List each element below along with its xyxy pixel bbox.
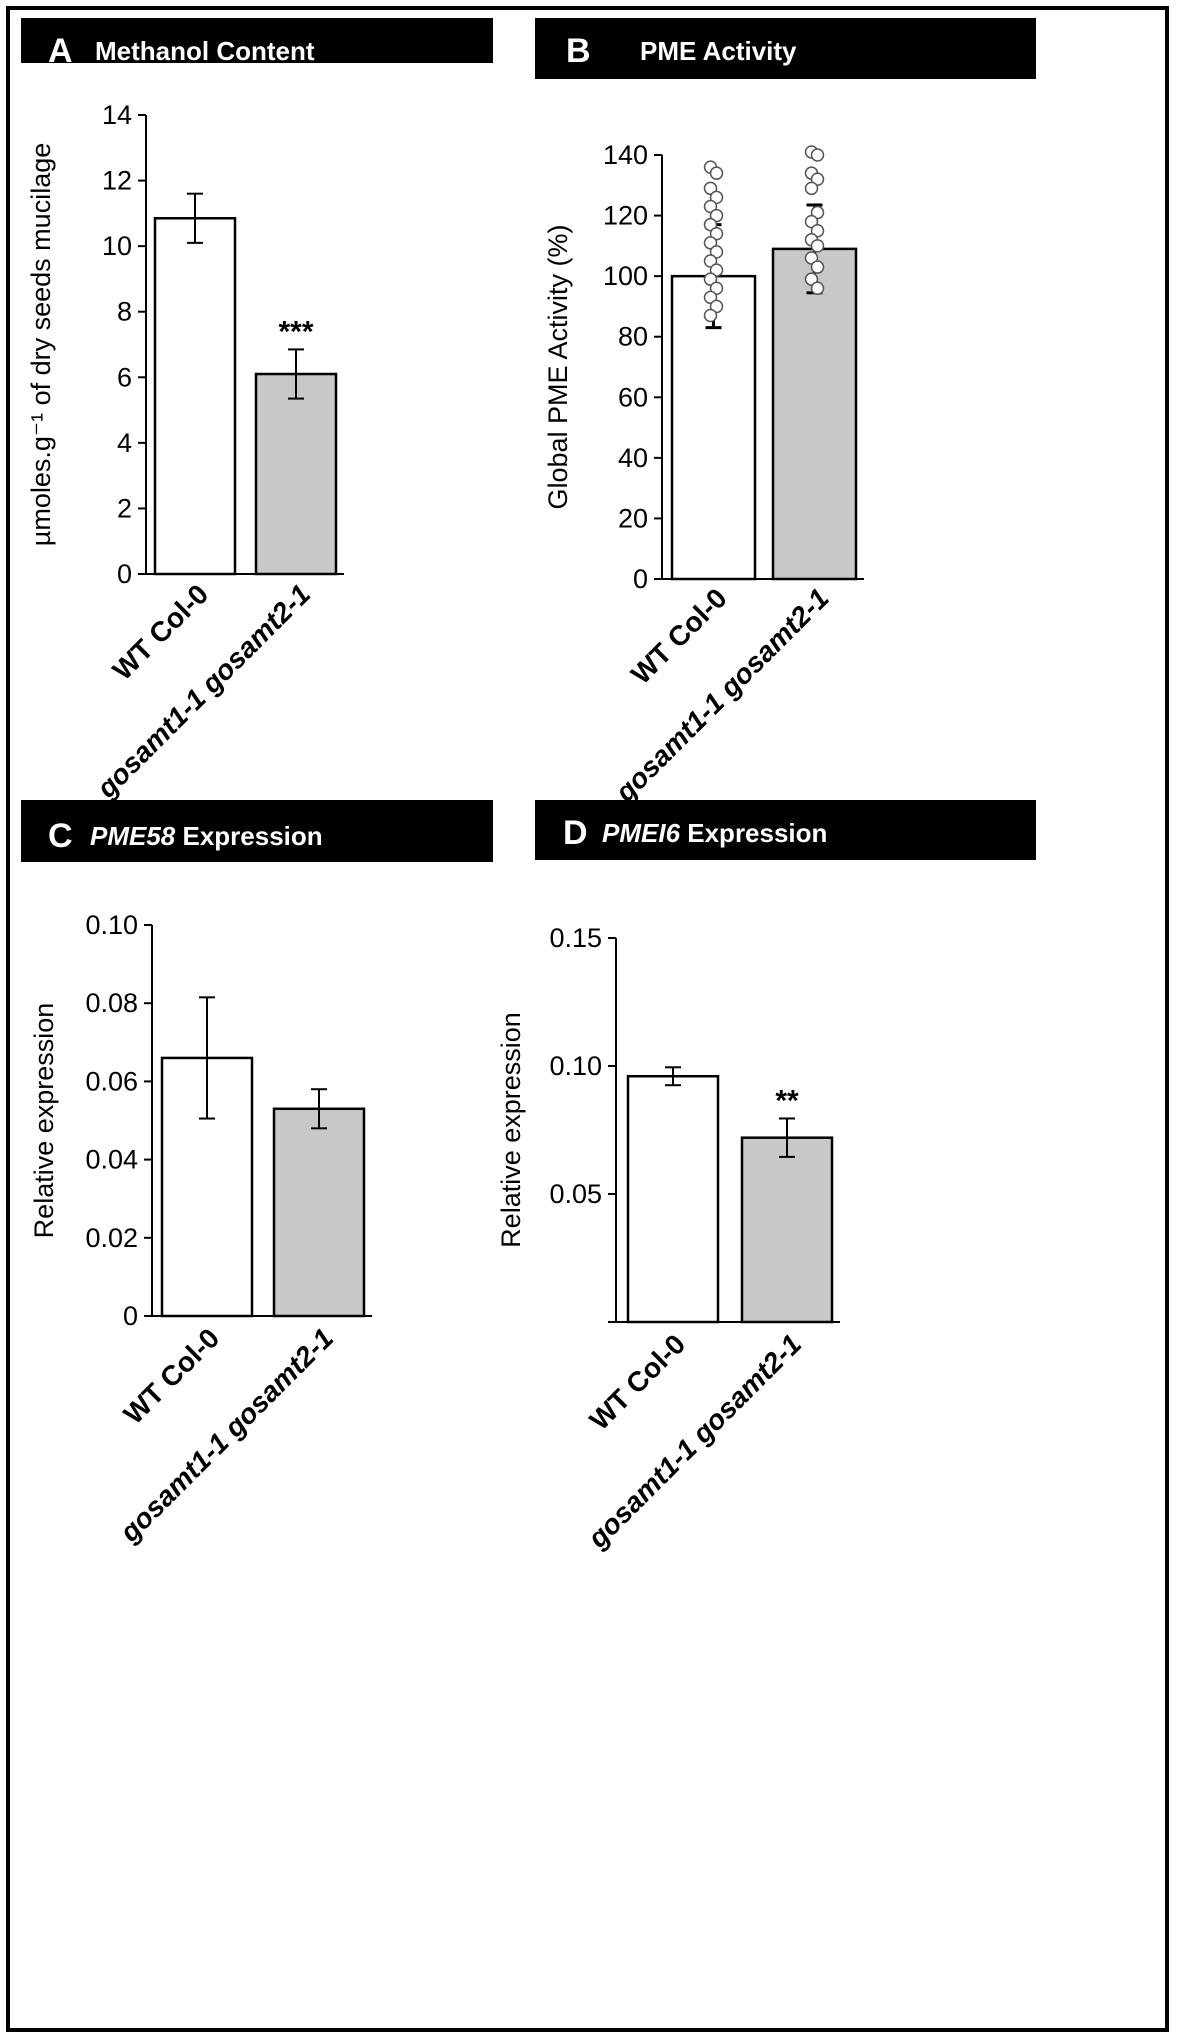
- chart-panel-d: D PMEI6 Expression 0.05 0.10 0.15 Relative ex…: [496, 800, 1036, 1555]
- y-tick-label: 0.04: [85, 1145, 138, 1175]
- y-tick-label: 140: [603, 140, 648, 170]
- y-tick-label: 2: [117, 493, 132, 523]
- y-tick-label: 10: [102, 231, 132, 261]
- data-point: [810, 260, 825, 274]
- chart-panel-c: C PME58 Expression 0 0.02 0.04 0.06 0.08 0.10 Re…: [21, 800, 493, 1549]
- y-tick-label: 14: [102, 100, 132, 130]
- chart-panel-b: B PME Activity 0 20 40 60 80 100 120 140 Global PM…: [535, 18, 1036, 809]
- y-axis-label: Global PME Activity (%): [543, 224, 573, 509]
- y-tick-label: 8: [117, 297, 132, 327]
- data-point: [810, 148, 825, 162]
- bar-mutant: [272, 1107, 366, 1318]
- figure-frame: [6, 6, 1169, 2032]
- panel-title-gene: PME58: [90, 821, 176, 851]
- data-point: [709, 166, 724, 180]
- panel-title: PMEI6 Expression: [602, 818, 827, 848]
- y-tick-label: 20: [618, 503, 648, 533]
- panel-letter: D: [563, 814, 588, 852]
- y-tick-label: 0.05: [549, 1179, 602, 1209]
- panel-title: PME58 Expression: [90, 821, 323, 851]
- panel-header: [535, 800, 1036, 860]
- panel-header: [21, 800, 493, 862]
- y-tick-label: 6: [117, 362, 132, 392]
- data-point: [810, 239, 825, 253]
- bar-wt: [626, 1074, 720, 1324]
- panel-title-text: Expression: [680, 818, 827, 848]
- panel-header: [535, 18, 1036, 79]
- category-label: gosamt1-1 gosamt2-1: [113, 1322, 339, 1548]
- panel-letter: A: [48, 32, 73, 70]
- category-label: WT Col-0: [118, 1322, 226, 1430]
- significance-marker: **: [775, 1084, 799, 1117]
- category-label: WT Col-0: [584, 1328, 692, 1436]
- y-axis-label: Relative expression: [29, 1003, 59, 1239]
- y-axis-label: µmoles.g⁻¹ of dry seeds mucilage: [26, 143, 56, 546]
- panel-letter: B: [566, 32, 591, 70]
- panel-letter: C: [48, 817, 73, 855]
- y-tick-label: 0.10: [85, 910, 138, 940]
- category-label: gosamt1-1 gosamt2-1: [609, 582, 835, 808]
- y-tick-label: 80: [618, 322, 648, 352]
- category-label: WT Col-0: [625, 582, 733, 690]
- bar-wt: [153, 217, 237, 576]
- bar-mutant: [254, 372, 338, 576]
- y-tick-label: 12: [102, 166, 132, 196]
- y-tick-label: 100: [603, 261, 648, 291]
- panel-header: [21, 18, 493, 63]
- y-tick-label: 0: [117, 559, 132, 589]
- bar-mutant: [771, 247, 858, 581]
- significance-marker: ***: [278, 315, 313, 348]
- chart-panel-a: A Methanol Content 0 2 4 6 8 10 12 14 µmoles.g⁻¹ o…: [21, 18, 493, 805]
- data-point: [804, 181, 819, 196]
- y-tick-label: 0: [633, 564, 648, 594]
- bar-mutant: [740, 1136, 834, 1324]
- y-tick-label: 120: [603, 201, 648, 231]
- panel-title-text: PME Activity: [640, 36, 797, 66]
- category-label: gosamt1-1 gosamt2-1: [90, 578, 316, 804]
- panel-title: PME Activity: [640, 36, 797, 66]
- panel-title-gene: PMEI6: [602, 818, 681, 848]
- data-point: [810, 281, 825, 296]
- y-tick-label: 0.06: [85, 1066, 138, 1096]
- y-tick-label: 40: [618, 443, 648, 473]
- panel-title-text: Expression: [175, 821, 322, 851]
- y-tick-label: 60: [618, 382, 648, 412]
- panel-title-text: Methanol Content: [95, 36, 315, 66]
- y-tick-label: 0.08: [85, 988, 138, 1018]
- panel-title: Methanol Content: [95, 36, 315, 66]
- y-tick-label: 0.02: [85, 1223, 138, 1253]
- data-point: [703, 308, 718, 323]
- category-label: gosamt1-1 gosamt2-1: [581, 1328, 807, 1554]
- y-tick-label: 0.15: [549, 923, 602, 953]
- y-tick-label: 0.10: [549, 1051, 602, 1081]
- y-axis-label: Relative expression: [496, 1012, 526, 1248]
- y-tick-label: 0: [123, 1301, 138, 1331]
- category-label: WT Col-0: [107, 578, 215, 686]
- y-tick-label: 4: [117, 428, 132, 458]
